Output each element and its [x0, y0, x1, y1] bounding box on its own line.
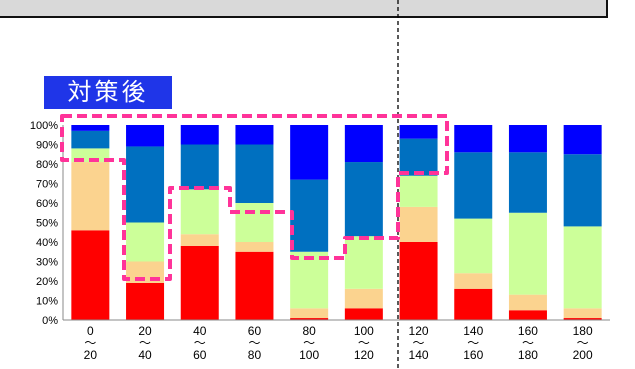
bar-segment — [563, 318, 602, 320]
bar-segment — [454, 218, 493, 274]
bar-segment — [71, 125, 110, 131]
y-tick-label: 40% — [36, 237, 58, 249]
x-tick-label: 160 — [463, 348, 483, 362]
x-axis: 0〜2020〜4040〜6060〜8080〜100100〜120120〜1401… — [84, 324, 593, 362]
bar-segment — [508, 294, 547, 311]
bar-segment — [71, 130, 110, 149]
x-tick-label: 〜 — [139, 336, 151, 350]
bar-segment — [344, 236, 383, 289]
bar-segment — [454, 288, 493, 320]
x-tick-label: 80 — [302, 324, 316, 338]
y-tick-label: 70% — [36, 179, 58, 191]
x-tick-label: 〜 — [194, 336, 206, 350]
x-tick-label: 180 — [518, 348, 538, 362]
bar-segment — [563, 308, 602, 319]
y-tick-label: 20% — [36, 276, 58, 288]
bar-segment — [454, 125, 493, 153]
y-tick-label: 50% — [36, 218, 58, 230]
x-tick-label: 80 — [248, 348, 262, 362]
x-tick-label: 120 — [409, 324, 429, 338]
bar-segment — [235, 203, 274, 242]
bar-segment — [180, 144, 219, 190]
bar-segment — [180, 189, 219, 235]
bar-segment — [235, 251, 274, 320]
bar-segment — [180, 125, 219, 145]
bar-segment — [508, 125, 547, 153]
bar-segment — [399, 175, 438, 207]
x-tick-label: 40 — [193, 324, 207, 338]
y-tick-label: 0% — [42, 315, 58, 327]
bar-segment — [126, 282, 165, 320]
x-tick-label: 0 — [87, 324, 94, 338]
x-tick-label: 〜 — [358, 336, 370, 350]
bar-segment — [508, 310, 547, 320]
x-tick-label: 60 — [193, 348, 207, 362]
bar-segment — [399, 206, 438, 242]
x-tick-label: 140 — [409, 348, 429, 362]
x-tick-label: 〜 — [413, 336, 425, 350]
bar-segment — [344, 288, 383, 309]
x-tick-label: 160 — [518, 324, 538, 338]
bar-segment — [290, 125, 329, 180]
bar-segment — [563, 154, 602, 227]
bar-segment — [126, 125, 165, 147]
y-tick-label: 100% — [30, 120, 58, 132]
y-tick-label: 10% — [36, 296, 58, 308]
y-tick-label: 60% — [36, 198, 58, 210]
after-measures-badge: 対策後 — [44, 76, 172, 109]
bar-segment — [235, 125, 274, 145]
x-tick-label: 〜 — [522, 336, 534, 350]
bar-segment — [180, 234, 219, 246]
bar-segment — [71, 162, 110, 231]
x-tick-label: 〜 — [248, 336, 260, 350]
x-tick-label: 40 — [138, 348, 152, 362]
x-tick-label: 60 — [248, 324, 262, 338]
y-tick-label: 80% — [36, 159, 58, 171]
bar-segment — [235, 144, 274, 203]
bar-segment — [563, 226, 602, 309]
bar-segment — [454, 152, 493, 219]
x-tick-label: 100 — [354, 324, 374, 338]
bar-segment — [126, 146, 165, 223]
bar-segment — [508, 212, 547, 295]
bar-segment — [126, 222, 165, 262]
bar-segment — [454, 273, 493, 289]
x-tick-label: 120 — [354, 348, 374, 362]
bar-segment — [508, 152, 547, 213]
x-tick-label: 〜 — [303, 336, 315, 350]
x-tick-label: 〜 — [467, 336, 479, 350]
y-axis: 0% 10% 20% 30% 40% 50% 60% 70% 80% 90% 100% — [30, 120, 58, 327]
bar-segment — [290, 251, 329, 309]
bar-segment — [563, 125, 602, 155]
x-tick-label: 〜 — [577, 336, 589, 350]
y-tick-label: 90% — [36, 140, 58, 152]
bar-segment — [344, 162, 383, 237]
bar-segment — [290, 318, 329, 320]
bar-segment — [399, 242, 438, 320]
bar-stacks — [71, 125, 602, 320]
x-tick-label: 20 — [138, 324, 152, 338]
x-tick-label: 180 — [573, 324, 593, 338]
x-tick-label: 100 — [299, 348, 319, 362]
x-tick-label: 20 — [84, 348, 98, 362]
bar-segment — [344, 308, 383, 320]
bar-segment — [344, 125, 383, 163]
bar-segment — [235, 242, 274, 252]
x-tick-label: 200 — [573, 348, 593, 362]
bar-segment — [180, 245, 219, 320]
y-tick-label: 30% — [36, 257, 58, 269]
bar-segment — [71, 230, 110, 320]
bar-segment — [290, 308, 329, 319]
highlight-dashed-outline — [60, 114, 449, 281]
x-tick-label: 140 — [463, 324, 483, 338]
bar-segment — [399, 138, 438, 176]
bar-segment — [290, 179, 329, 252]
top-banner-bar — [0, 0, 608, 18]
bar-segment — [399, 125, 438, 139]
x-tick-label: 〜 — [84, 336, 96, 350]
